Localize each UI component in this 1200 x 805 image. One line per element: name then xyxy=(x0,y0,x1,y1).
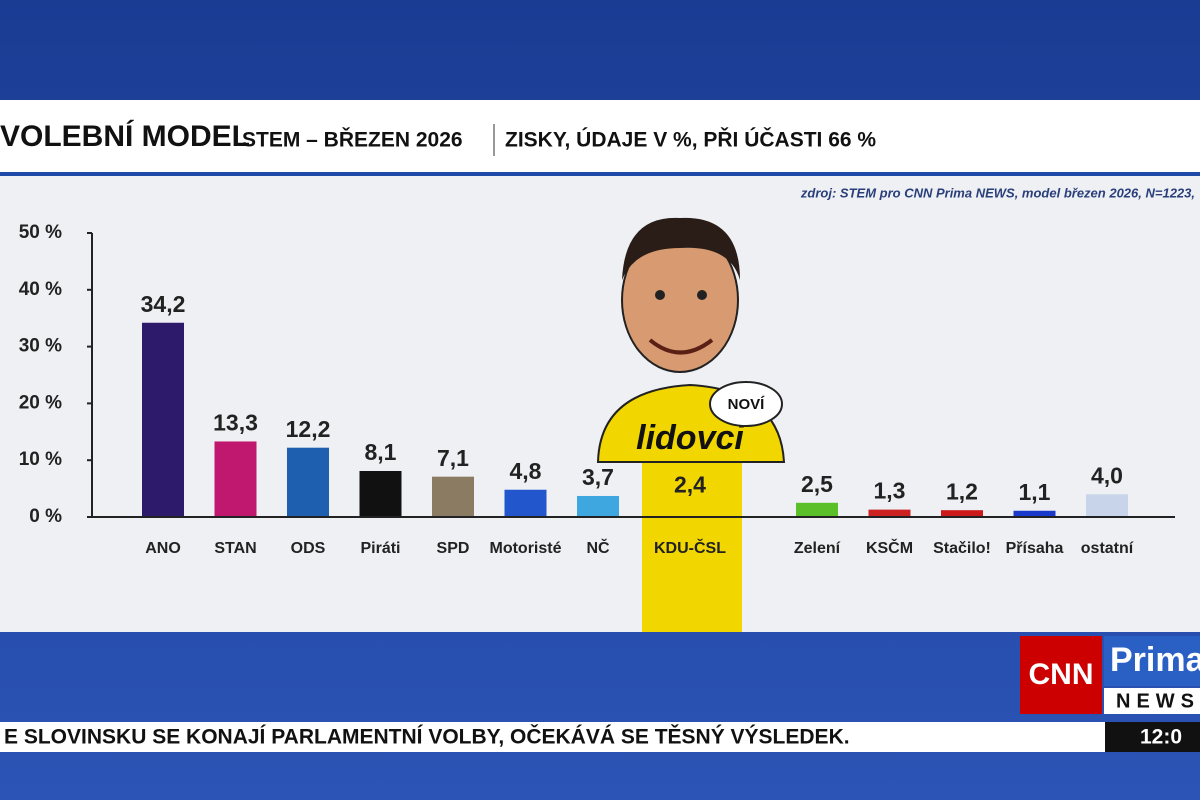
bar xyxy=(1013,510,1056,517)
ticker-bar xyxy=(0,722,1105,752)
cnn-logo-box xyxy=(1020,636,1102,714)
value-label: 1,1 xyxy=(1019,479,1051,505)
x-tick-label: Piráti xyxy=(360,540,400,557)
value-label: 34,2 xyxy=(141,291,186,317)
clock-box xyxy=(1105,722,1200,752)
value-label: 4,0 xyxy=(1091,462,1123,488)
ticker-text: E SLOVINSKU SE KONAJÍ PARLAMENTNÍ VOLBY,… xyxy=(4,725,850,749)
party-logo: lidovci xyxy=(636,419,745,457)
divider xyxy=(493,124,495,156)
y-tick-label: 10 % xyxy=(19,449,62,470)
highlight-column xyxy=(642,462,742,632)
bar xyxy=(432,476,474,517)
bar-chart: 0 % 10 % 20 % 30 % 40 % 50 % 34,2 ANO 13,3 STAN 12… xyxy=(19,222,1175,557)
header-panel xyxy=(0,100,1200,172)
eye xyxy=(697,290,707,300)
x-tick-label: Stačilo! xyxy=(933,540,991,557)
prima-logo: Prima xyxy=(1110,641,1200,679)
bubble-text: NOVÍ xyxy=(728,396,766,413)
x-tick-label: SPD xyxy=(437,540,470,557)
bar xyxy=(1086,494,1128,517)
x-tick-label: Přísaha xyxy=(1006,540,1064,557)
value-label: 1,3 xyxy=(874,478,906,504)
bar xyxy=(941,510,983,517)
bar xyxy=(287,447,329,517)
caricature: lidovci NOVÍ xyxy=(596,217,786,463)
bar xyxy=(142,322,184,517)
news-logo-box xyxy=(1104,688,1200,714)
y-tick-label: 50 % xyxy=(19,222,62,243)
title: VOLEBNÍ MODEL xyxy=(0,119,250,153)
x-tick-label: ODS xyxy=(291,540,326,557)
bar xyxy=(504,489,547,517)
x-tick-label: KDU-ČSL xyxy=(654,538,726,557)
bar xyxy=(359,470,402,517)
bar xyxy=(796,502,838,517)
y-tick-label: 0 % xyxy=(29,506,62,527)
y-tick-label: 30 % xyxy=(19,336,62,357)
y-tick-label: 40 % xyxy=(19,279,62,300)
bar xyxy=(669,503,711,517)
value-label: 7,1 xyxy=(437,445,469,471)
source: zdroj: STEM pro CNN Prima NEWS, model bř… xyxy=(800,185,1195,200)
value-label: 1,2 xyxy=(946,478,978,504)
x-tick-label: KSČM xyxy=(866,538,913,557)
x-tick-label: Motoristé xyxy=(490,540,562,557)
y-tick-label: 20 % xyxy=(19,392,62,413)
header-stripe xyxy=(0,172,1200,176)
value-label: 13,3 xyxy=(213,410,258,436)
subtitle: STEM – BŘEZEN 2026 xyxy=(242,128,463,152)
value-label: 12,2 xyxy=(286,416,331,442)
clock: 12:0 xyxy=(1140,726,1182,749)
chart-panel xyxy=(0,176,1200,632)
value-label: 3,7 xyxy=(582,464,614,490)
x-tick-label: STAN xyxy=(214,540,256,557)
eye xyxy=(655,290,665,300)
value-label: 4,8 xyxy=(510,458,542,484)
value-label: 2,4 xyxy=(674,471,706,497)
prima-logo-box xyxy=(1104,636,1200,686)
bar xyxy=(577,495,619,517)
news-logo: NEWS xyxy=(1116,690,1200,712)
x-tick-label: Zelení xyxy=(794,540,841,557)
x-tick-label: ostatní xyxy=(1081,540,1134,557)
x-tick-label: ANO xyxy=(145,540,181,557)
hair xyxy=(622,217,740,280)
cnn-logo: CNN xyxy=(1029,658,1094,691)
value-label: 2,5 xyxy=(801,471,833,497)
x-tick-label: NČ xyxy=(586,538,610,557)
smile xyxy=(648,338,714,355)
speech-bubble xyxy=(709,381,783,427)
note: ZISKY, ÚDAJE V %, PŘI ÚČASTI 66 % xyxy=(505,128,876,152)
bar xyxy=(214,441,257,517)
bar xyxy=(868,509,911,517)
value-label: 8,1 xyxy=(365,439,397,465)
